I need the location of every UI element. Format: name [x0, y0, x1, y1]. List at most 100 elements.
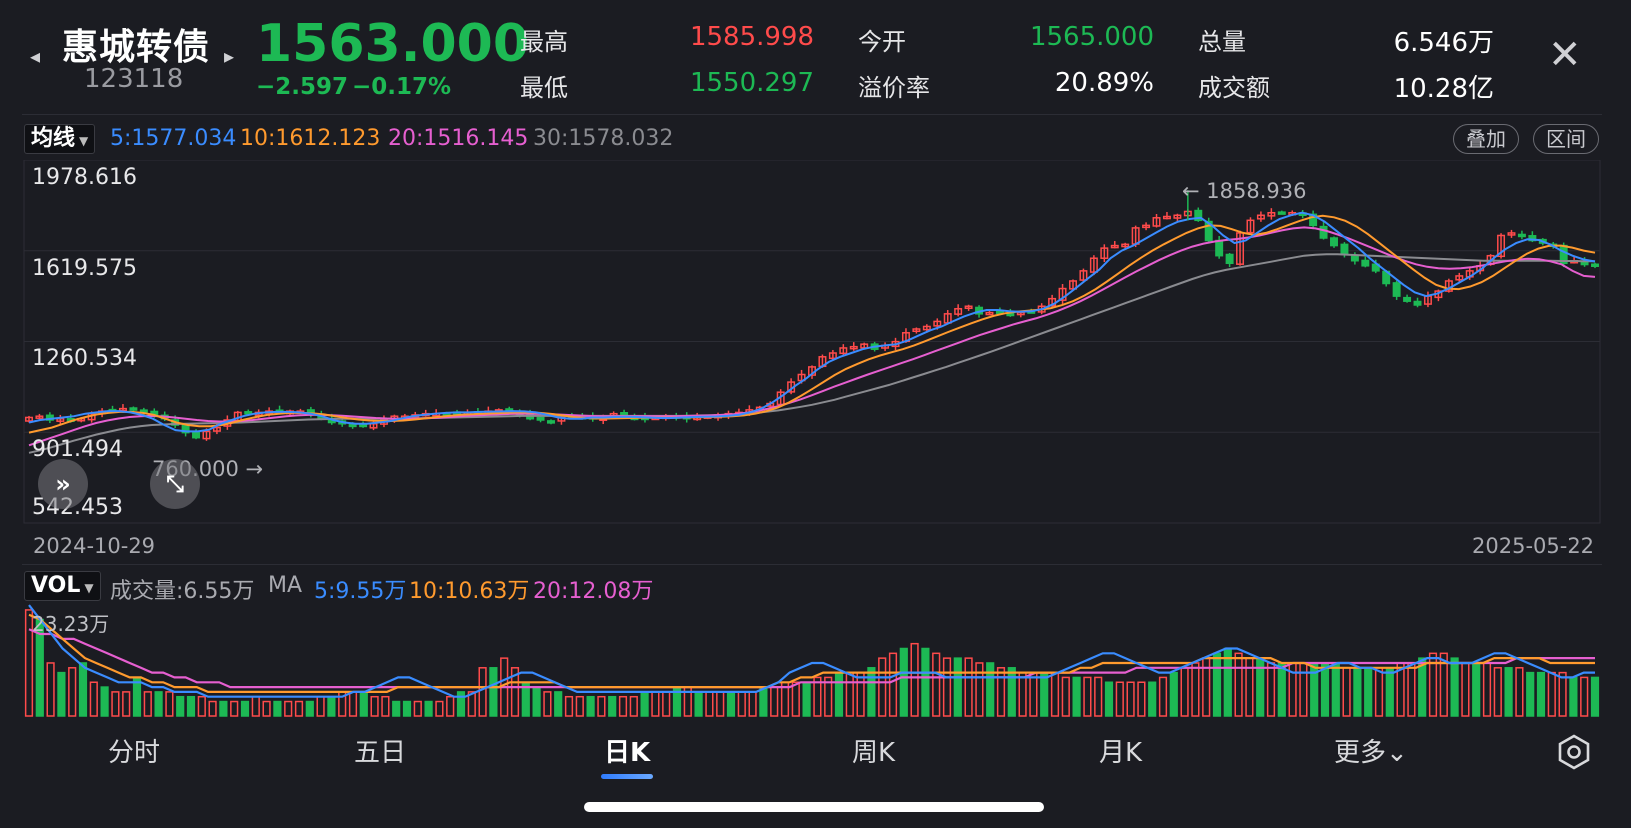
volume-bar	[1418, 657, 1427, 717]
volume-bar	[1374, 667, 1384, 717]
overlay-button[interactable]: 叠加	[1453, 124, 1519, 154]
volume-bar	[100, 686, 109, 717]
candle-body	[1319, 225, 1328, 239]
candle-body	[1497, 234, 1506, 258]
volume-ma20-line	[28, 628, 1595, 689]
volume-bar	[489, 667, 498, 717]
close-icon[interactable]: ✕	[1548, 32, 1582, 78]
volume-bar	[262, 700, 271, 717]
next-stock-arrow-icon[interactable]: ▸	[224, 44, 235, 68]
volume-total: 成交量:6.55万	[110, 579, 255, 604]
volume-bar	[1515, 667, 1524, 717]
tab-weekly-k[interactable]: 周K	[852, 738, 896, 768]
end-date: 2025-05-22	[1472, 534, 1595, 558]
volume-bar	[1353, 667, 1362, 717]
candle-body	[839, 347, 848, 355]
candle-body	[1236, 232, 1245, 265]
chart-settings-icon[interactable]	[1556, 734, 1592, 770]
candle-body	[1246, 219, 1255, 234]
volume-bar	[230, 700, 239, 717]
volume-bar	[996, 667, 1006, 717]
volume-bar	[770, 686, 779, 717]
candle-body	[1089, 257, 1098, 273]
ma10-legend: 10:1612.123	[240, 126, 381, 151]
volume-indicator-selector[interactable]: VOL ▼	[24, 571, 101, 601]
candle-body	[1162, 215, 1171, 220]
candle-body	[536, 416, 545, 421]
volume-bar	[510, 667, 520, 717]
candle-body	[1204, 220, 1213, 242]
volume-bar	[284, 700, 293, 717]
candle-body	[849, 345, 858, 350]
volume-bar	[791, 681, 800, 717]
candle-body	[1142, 224, 1151, 229]
volume-bar	[737, 691, 746, 717]
tab-monthly-k[interactable]: 月K	[1099, 738, 1143, 768]
tab-intraday[interactable]: 分时	[108, 738, 161, 768]
candle-body	[1413, 300, 1422, 306]
volume-bar	[219, 700, 228, 717]
volume-bar	[1180, 667, 1189, 717]
volume-bar	[1526, 671, 1535, 717]
ma30-line	[28, 253, 1595, 454]
volume-bar	[662, 691, 671, 717]
active-tab-indicator	[601, 774, 653, 779]
y-axis-label: 901.494	[32, 437, 123, 462]
candle-body	[35, 415, 44, 419]
volume-bar	[1018, 671, 1027, 717]
volume-bar	[1364, 667, 1373, 717]
stat-label-volume: 总量	[1198, 28, 1246, 56]
range-button[interactable]: 区间	[1533, 124, 1599, 154]
y-axis-label: 1978.616	[32, 165, 137, 190]
volume-chart[interactable]	[0, 600, 1631, 718]
volume-ma-label: MA	[268, 573, 303, 598]
expand-forward-icon[interactable]: »	[38, 459, 88, 509]
volume-bar	[932, 652, 941, 717]
chevron-down-icon: ▼	[79, 134, 89, 148]
candle-body	[922, 325, 931, 331]
volume-bar	[89, 681, 98, 717]
tab-five-day[interactable]: 五日	[354, 738, 407, 768]
volume-bar	[888, 652, 898, 717]
tab-more[interactable]: 更多⌄	[1334, 738, 1408, 768]
volume-bar	[618, 695, 628, 717]
volume-bar	[1266, 662, 1276, 717]
volume-bar	[1234, 652, 1243, 717]
candle-body	[1256, 214, 1265, 220]
volume-bar	[1536, 671, 1546, 717]
volume-bar	[1094, 676, 1103, 717]
volume-bar	[1212, 652, 1222, 717]
candle-body	[129, 407, 138, 411]
volume-bar	[1158, 676, 1168, 717]
volume-bar	[1050, 671, 1060, 717]
candle-body	[828, 352, 837, 360]
candle-body	[244, 411, 253, 415]
volume-bar	[402, 700, 412, 717]
prev-stock-arrow-icon[interactable]: ◂	[30, 44, 41, 68]
stat-label-open: 今开	[858, 28, 906, 56]
candle-body	[933, 320, 942, 327]
volume-bar	[1569, 676, 1578, 717]
volume-bar	[1331, 662, 1340, 717]
ma20-line	[28, 226, 1596, 447]
volume-bar	[856, 671, 865, 717]
collapse-icon[interactable]: ⤡	[150, 459, 200, 509]
candlestick-chart[interactable]	[0, 160, 1631, 530]
chart-frame	[23, 160, 1601, 524]
tab-daily-k[interactable]: 日K	[604, 738, 651, 768]
candle-body	[1152, 217, 1161, 227]
volume-bar	[1169, 671, 1178, 717]
volume-bar	[446, 695, 455, 717]
volume-bar	[208, 700, 217, 717]
ma5-line	[28, 211, 1596, 433]
indicator-selector[interactable]: 均线 ▼	[24, 124, 96, 154]
volume-bar	[824, 676, 833, 717]
volume-selector-label: VOL	[31, 573, 81, 598]
candle-body	[985, 311, 994, 316]
stat-value-volume: 6.546万	[1393, 28, 1494, 58]
volume-bar	[975, 662, 984, 717]
y-axis-label: 1260.534	[32, 346, 137, 371]
volume-bar	[327, 695, 336, 717]
candle-body	[1079, 270, 1088, 281]
stat-value-turnover: 10.28亿	[1393, 74, 1494, 104]
